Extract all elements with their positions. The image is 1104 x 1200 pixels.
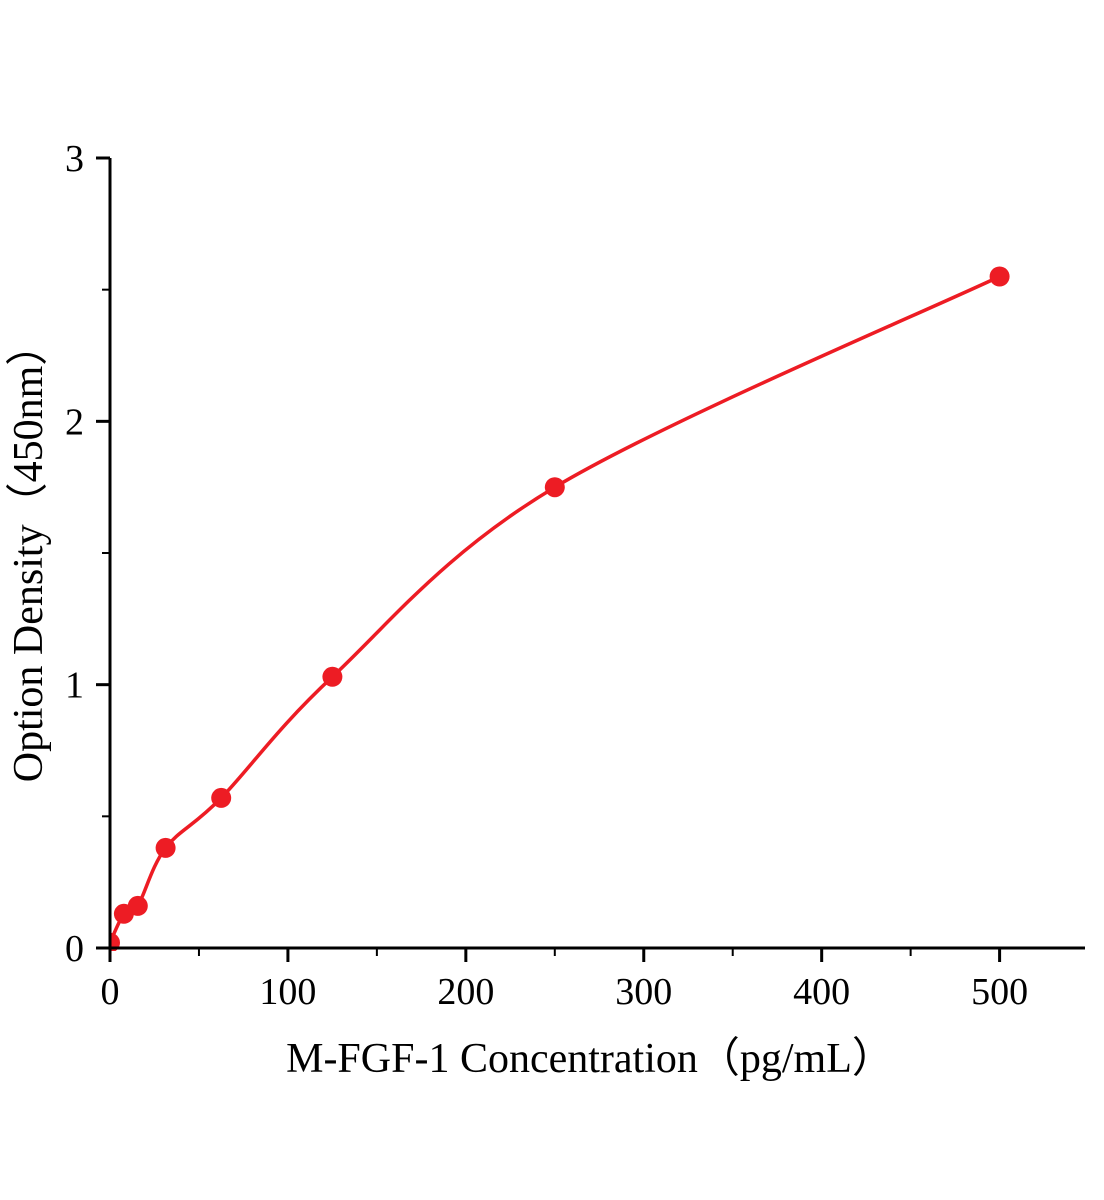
y-tick-label: 1 [65, 665, 84, 707]
data-point [110, 932, 120, 951]
y-tick-label: 3 [65, 138, 84, 180]
x-tick-label: 100 [259, 971, 316, 1013]
axis-layer: 0 100 200 300 400 500 0 1 2 3 [65, 138, 1085, 1013]
x-tick-label: 500 [971, 971, 1028, 1013]
fit-curve [110, 274, 1001, 944]
data-point [544, 477, 565, 498]
y-tick-label: 0 [65, 928, 84, 970]
x-tick-label: 200 [437, 971, 494, 1013]
x-tick-label: 300 [615, 971, 672, 1013]
data-point [211, 787, 232, 808]
y-axis-title: Option Density（450nm） [6, 324, 52, 783]
data-point [989, 266, 1010, 287]
data-point [127, 895, 148, 916]
x-tick-label: 0 [101, 971, 120, 1013]
x-axis-title: M-FGF-1 Concentration（pg/mL） [286, 1036, 894, 1082]
x-tick-label: 400 [793, 971, 850, 1013]
data-point [155, 837, 176, 858]
data-point [322, 666, 343, 687]
y-tick-label: 2 [65, 401, 84, 443]
plot-data-layer [110, 266, 1010, 951]
